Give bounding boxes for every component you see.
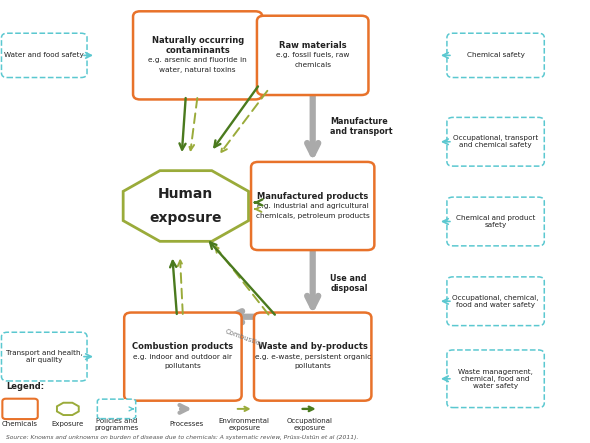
Text: pollutants: pollutants: [165, 363, 201, 369]
FancyBboxPatch shape: [124, 313, 242, 400]
Text: Processes: Processes: [169, 421, 204, 427]
Text: e.g. industrial and agricultural: e.g. industrial and agricultural: [257, 203, 369, 209]
FancyBboxPatch shape: [1, 332, 87, 381]
FancyBboxPatch shape: [447, 277, 544, 326]
Text: Policies and
programmes: Policies and programmes: [94, 418, 138, 431]
Text: Chemical and product
safety: Chemical and product safety: [456, 215, 535, 228]
Text: Use and
disposal: Use and disposal: [330, 274, 368, 293]
Text: Chemical safety: Chemical safety: [467, 52, 525, 58]
Text: Environmental
exposure: Environmental exposure: [219, 418, 270, 431]
Text: Source: Knowns and unknowns on burden of disease due to chemicals: A systematic : Source: Knowns and unknowns on burden of…: [6, 435, 358, 440]
FancyBboxPatch shape: [1, 33, 87, 78]
Text: Exposure: Exposure: [52, 421, 84, 427]
Text: Occupational, transport
and chemical safety: Occupational, transport and chemical saf…: [453, 135, 538, 148]
Text: Waste management,
chemical, food and
water safety: Waste management, chemical, food and wat…: [458, 369, 533, 389]
Text: contaminants: contaminants: [165, 46, 230, 55]
Text: e.g. arsenic and fluoride in: e.g. arsenic and fluoride in: [148, 57, 247, 63]
FancyBboxPatch shape: [447, 33, 544, 78]
Text: Naturally occurring: Naturally occurring: [152, 36, 244, 45]
FancyBboxPatch shape: [447, 117, 544, 166]
Text: pollutants: pollutants: [294, 363, 331, 369]
Text: e.g. indoor and outdoor air: e.g. indoor and outdoor air: [133, 354, 232, 360]
Text: chemicals: chemicals: [294, 62, 331, 68]
Text: water, natural toxins: water, natural toxins: [159, 67, 236, 73]
Text: Chemicals: Chemicals: [2, 421, 38, 427]
Text: Manufactured products: Manufactured products: [257, 192, 368, 201]
FancyBboxPatch shape: [254, 313, 372, 400]
Text: Combustion products: Combustion products: [132, 342, 234, 351]
Text: Waste and by-products: Waste and by-products: [258, 342, 368, 351]
Text: chemicals, petroleum products: chemicals, petroleum products: [256, 213, 369, 219]
Text: e.g. e-waste, persistent organic: e.g. e-waste, persistent organic: [255, 354, 371, 360]
Text: Transport and health,
air quality: Transport and health, air quality: [6, 350, 83, 363]
Text: Human: Human: [158, 187, 214, 201]
FancyBboxPatch shape: [447, 350, 544, 408]
Polygon shape: [57, 403, 78, 415]
Text: Combustion: Combustion: [224, 328, 266, 348]
Text: Water and food safety: Water and food safety: [4, 52, 84, 58]
FancyBboxPatch shape: [97, 399, 136, 419]
Polygon shape: [123, 171, 248, 241]
FancyBboxPatch shape: [2, 399, 38, 419]
Text: Raw materials: Raw materials: [279, 41, 346, 50]
Text: Legend:: Legend:: [6, 382, 44, 391]
FancyBboxPatch shape: [447, 197, 544, 246]
FancyBboxPatch shape: [251, 162, 374, 250]
Text: Occupational, chemical,
food and water safety: Occupational, chemical, food and water s…: [453, 295, 539, 308]
FancyBboxPatch shape: [257, 16, 368, 95]
FancyBboxPatch shape: [133, 12, 262, 100]
Text: Occupational
exposure: Occupational exposure: [286, 418, 332, 431]
Text: exposure: exposure: [150, 211, 222, 225]
Text: Manufacture
and transport: Manufacture and transport: [330, 117, 393, 136]
Text: e.g. fossil fuels, raw: e.g. fossil fuels, raw: [276, 52, 349, 58]
